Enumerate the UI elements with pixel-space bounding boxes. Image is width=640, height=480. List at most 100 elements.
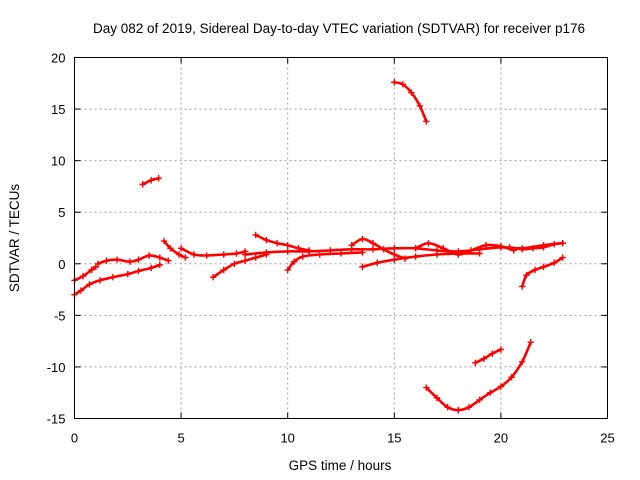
data-point [190, 251, 198, 258]
data-point [88, 266, 95, 274]
data-point [480, 355, 488, 362]
data-point [399, 81, 407, 88]
data-point [77, 287, 85, 294]
data-point [220, 251, 227, 258]
x-tick-label: 10 [280, 431, 294, 446]
data-point [241, 257, 249, 264]
data-point [523, 271, 530, 279]
data-point [369, 239, 377, 247]
data-point [369, 246, 377, 253]
data-point [519, 358, 526, 365]
data-point [455, 251, 462, 258]
data-point [94, 260, 102, 267]
x-tick-label: 25 [600, 431, 614, 446]
data-point [145, 252, 153, 259]
data-point [126, 258, 134, 265]
series-arc-1 [71, 261, 163, 298]
data-point [433, 394, 441, 402]
series-arc-13 [412, 239, 517, 258]
data-point [497, 243, 505, 250]
data-point [96, 277, 104, 284]
data-point [327, 247, 334, 254]
y-tick-label: 10 [51, 154, 65, 169]
series-trace [162, 239, 187, 259]
data-point [440, 245, 447, 252]
series-arc-10 [284, 249, 366, 274]
series-arc-17 [519, 254, 566, 290]
data-point [182, 254, 189, 261]
data-point [467, 247, 475, 254]
series-trace [96, 254, 170, 266]
data-point [348, 242, 355, 249]
data-point [155, 174, 162, 182]
data-point [113, 256, 121, 263]
data-point [135, 256, 142, 263]
data-point [529, 245, 537, 252]
series-arc-5 [160, 237, 189, 261]
series-trace [73, 263, 162, 296]
data-point [252, 254, 259, 261]
data-point [156, 254, 163, 261]
series-trace [73, 265, 98, 282]
data-point [408, 89, 415, 96]
data-point [148, 177, 155, 184]
data-point [103, 257, 110, 264]
data-point [284, 242, 291, 249]
data-point [423, 118, 430, 125]
plot-frame [74, 57, 608, 419]
y-axis-label: SDTVAR / TECUs [7, 184, 22, 293]
data-point [220, 266, 227, 274]
x-tick-label: 5 [177, 431, 184, 446]
data-point [359, 235, 366, 243]
data-point [175, 251, 183, 258]
series-arc-14 [391, 79, 430, 125]
data-point [465, 403, 473, 411]
data-point [305, 248, 313, 255]
data-point [559, 254, 566, 261]
data-point [391, 256, 398, 263]
data-point [487, 389, 494, 396]
y-tick-label: 0 [58, 257, 65, 272]
data-point [476, 396, 483, 404]
tick-layer: 0 5 10 15 20 25 -15 -10 -5 0 5 10 15 20 [47, 51, 615, 446]
data-point [299, 253, 306, 260]
data-point [519, 283, 526, 290]
data-point [444, 403, 451, 411]
data-point [551, 240, 558, 248]
data-point [527, 338, 534, 346]
data-point [531, 266, 539, 274]
data-point [489, 350, 496, 357]
data-point [263, 249, 270, 256]
data-point [109, 273, 117, 281]
data-point [263, 236, 270, 244]
data-point [156, 261, 163, 269]
y-tick-label: 15 [51, 102, 65, 117]
series-arc-16 [472, 346, 505, 367]
data-point [497, 346, 505, 353]
data-point [273, 239, 281, 247]
data-point [148, 264, 155, 272]
data-point [167, 245, 174, 252]
series-trace [361, 252, 481, 269]
data-point [391, 245, 398, 252]
data-point [497, 383, 505, 390]
series-trace [474, 348, 503, 365]
data-point [412, 245, 419, 252]
series-arc-15 [423, 338, 534, 414]
y-tick-label: -5 [54, 308, 66, 323]
data-point [423, 384, 430, 391]
x-tick-label: 15 [387, 431, 401, 446]
data-point [416, 102, 424, 110]
data-point [209, 273, 217, 281]
data-point [316, 251, 323, 258]
data-point [86, 281, 93, 288]
data-point [359, 249, 366, 256]
data-point [476, 250, 483, 257]
data-point [374, 259, 381, 266]
data-point [433, 251, 441, 258]
data-point [359, 263, 366, 271]
data-point [425, 239, 432, 247]
y-tick-label: 5 [58, 205, 65, 220]
data-point [380, 246, 387, 253]
